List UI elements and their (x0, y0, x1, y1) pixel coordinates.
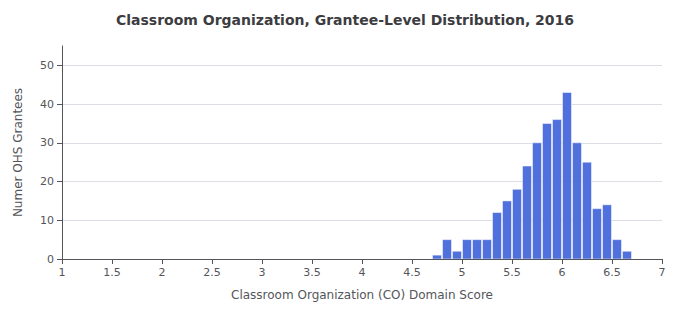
svg-text:20: 20 (40, 175, 54, 188)
svg-text:4: 4 (359, 266, 366, 279)
svg-text:2.5: 2.5 (203, 266, 221, 279)
svg-text:1.5: 1.5 (103, 266, 121, 279)
svg-text:10: 10 (40, 214, 54, 227)
svg-text:30: 30 (40, 136, 54, 149)
svg-text:5: 5 (459, 266, 466, 279)
svg-text:2: 2 (159, 266, 166, 279)
svg-text:6.5: 6.5 (603, 266, 621, 279)
svg-text:4.5: 4.5 (403, 266, 421, 279)
svg-text:1: 1 (59, 266, 66, 279)
svg-text:5.5: 5.5 (503, 266, 521, 279)
svg-text:50: 50 (40, 59, 54, 72)
svg-text:6: 6 (559, 266, 566, 279)
svg-text:Classroom Organization (CO) Do: Classroom Organization (CO) Domain Score (231, 288, 493, 302)
svg-text:Classroom Organization, Grante: Classroom Organization, Grantee-Level Di… (116, 12, 574, 28)
svg-text:3.5: 3.5 (303, 266, 321, 279)
svg-text:Numer OHS Grantees: Numer OHS Grantees (11, 88, 25, 217)
svg-text:3: 3 (259, 266, 266, 279)
svg-text:7: 7 (659, 266, 666, 279)
svg-text:40: 40 (40, 98, 54, 111)
svg-text:0: 0 (47, 253, 54, 266)
